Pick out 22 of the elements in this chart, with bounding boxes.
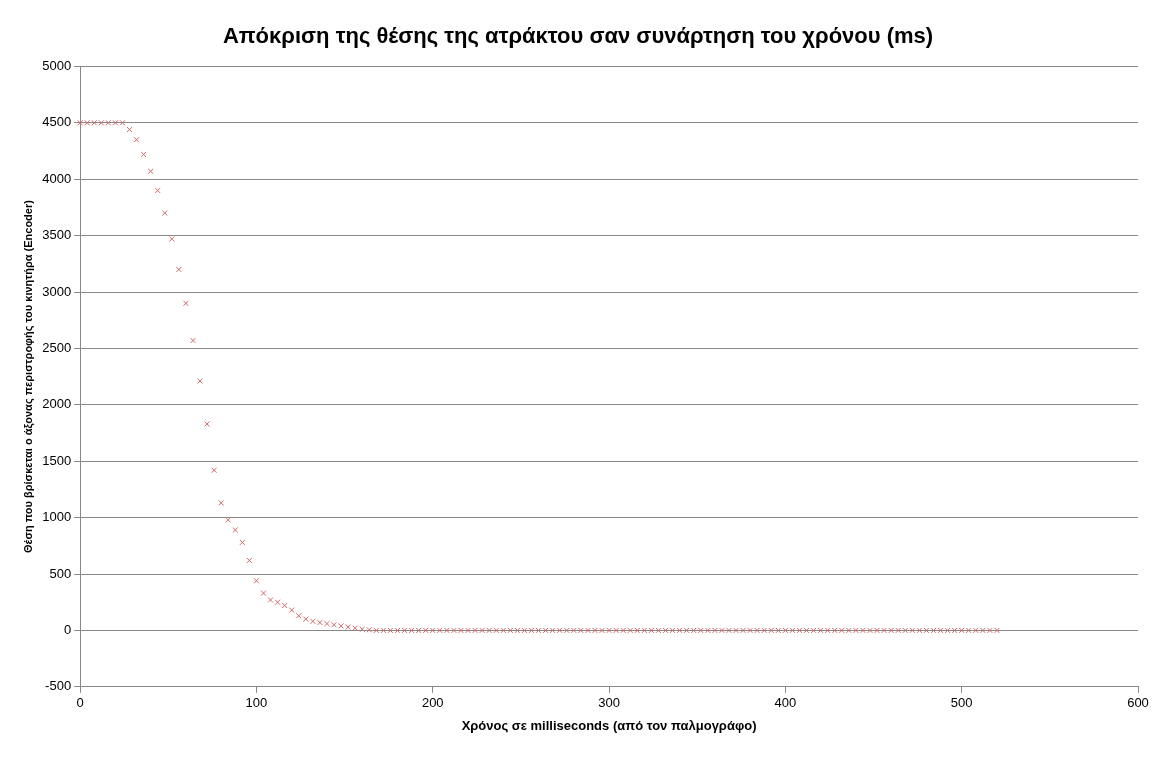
x-tick-label: 300: [598, 695, 620, 711]
y-tick-label: 0: [63, 621, 72, 637]
y-tick-label: 2500: [42, 339, 72, 355]
x-tick-label: 200: [421, 695, 444, 711]
y-axis-title: Θέση που βρίσκεται ο άξονας περιστροφής του κινητήρα (Encoder): [21, 199, 35, 554]
y-tick-label: 2000: [42, 396, 72, 412]
x-axis-title: Χρόνος σε milliseconds (από τον παλμογράφο): [461, 717, 757, 733]
y-tick-label: 1000: [42, 509, 72, 525]
y-tick-label: 3000: [42, 283, 72, 299]
x-tick-label: 400: [774, 695, 797, 711]
x-tick-label: 500: [950, 695, 973, 711]
x-tick-label: 600: [1127, 695, 1149, 711]
y-tick-label: 5000: [42, 57, 72, 73]
x-tick-label: 100: [245, 695, 268, 711]
y-tick-label: 4000: [42, 170, 72, 186]
chart-title: Απόκριση της θέσης της ατράκτου σαν συνάρτηση του χρόνου (ms): [222, 23, 934, 49]
y-tick-label: 1500: [42, 452, 72, 468]
y-tick-label: 3500: [42, 227, 72, 243]
y-tick-label: 500: [49, 565, 72, 581]
y-tick-label: 4500: [42, 114, 72, 130]
x-tick-label: 0: [76, 695, 84, 711]
y-tick-label: -500: [45, 678, 72, 694]
